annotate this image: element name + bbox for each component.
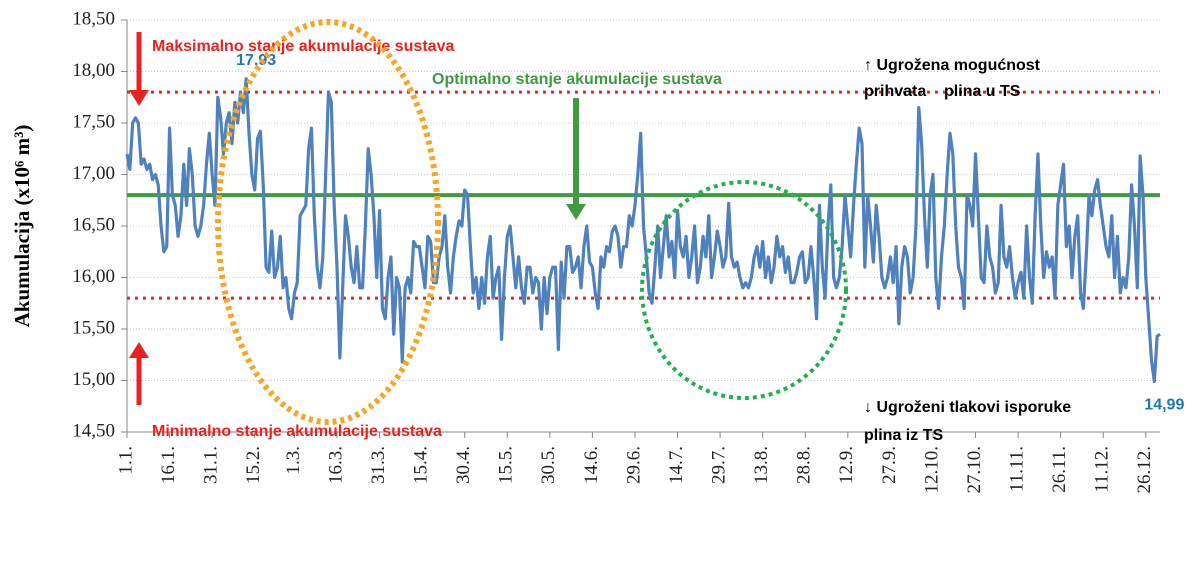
- arrow-head: [566, 204, 586, 220]
- x-tick-label: 11.12.: [1092, 446, 1113, 493]
- y-tick-label: 15,50: [72, 317, 115, 338]
- annotation: Optimalno stanje akumulacije sustava: [432, 71, 722, 88]
- annotation: ↓ Ugroženi tlakovi isporuke: [864, 399, 1071, 416]
- x-tick-label: 15.5.: [496, 446, 517, 484]
- x-tick-label: 26.11.: [1049, 446, 1070, 493]
- y-tick-label: 17,50: [72, 111, 115, 132]
- x-tick-label: 27.9.: [879, 446, 900, 484]
- x-tick-label: 28.8.: [794, 446, 815, 484]
- x-tick-label: 30.4.: [453, 446, 474, 484]
- arrow-head: [129, 90, 149, 106]
- x-tick-label: 30.5.: [538, 446, 559, 484]
- x-tick-label: 15.4.: [411, 446, 432, 484]
- decorations: [129, 19, 848, 425]
- x-tick-label: 16.1.: [158, 446, 179, 484]
- y-tick-label: 15,00: [72, 369, 115, 390]
- x-tick-label: 12.9.: [836, 446, 857, 484]
- x-tick-label: 16.3.: [325, 446, 346, 484]
- y-tick-label: 14,50: [72, 420, 115, 441]
- annotation: Maksimalno stanje akumulacije sustava: [152, 38, 454, 55]
- data-label: 14,99: [1144, 397, 1184, 414]
- annotation: prihvata plina u TS: [864, 83, 1021, 100]
- y-tick-label: 18,00: [72, 60, 115, 81]
- x-tick-label: 11.11.: [1006, 446, 1027, 492]
- x-tick-label: 1.3.: [283, 446, 304, 475]
- x-tick-label: 12.10.: [921, 446, 942, 494]
- y-tick-label: 16,50: [72, 214, 115, 235]
- x-tick-label: 14.7.: [666, 446, 687, 484]
- annotation: Minimalno stanje akumulacije sustava: [152, 423, 442, 440]
- highlight-ellipse: [640, 180, 848, 400]
- y-tick-label: 16,00: [72, 266, 115, 287]
- annotation: ↑ Ugrožena mogućnost: [864, 57, 1041, 74]
- highlight-ellipse: [215, 19, 441, 425]
- x-tick-label: 15.2.: [243, 446, 264, 484]
- x-tick-label: 31.1.: [200, 446, 221, 484]
- x-tick-label: 29.7.: [708, 446, 729, 484]
- annotation: plina iz TS: [864, 427, 943, 444]
- x-tick-label: 26.12.: [1134, 446, 1155, 494]
- x-tick-label: 13.8.: [751, 446, 772, 484]
- x-tick-label: 1.1.: [115, 446, 136, 475]
- arrow-head: [129, 342, 149, 358]
- data-line: [125, 77, 1161, 384]
- y-axis-title: Akumulacija (x10⁶ m³): [10, 125, 34, 328]
- y-tick-label: 17,00: [72, 163, 115, 184]
- y-tick-label: 18,50: [72, 8, 115, 29]
- x-tick-label: 27.10.: [964, 446, 985, 494]
- x-tick-label: 29.6.: [623, 446, 644, 484]
- x-tick-label: 14.6.: [581, 446, 602, 484]
- x-tick-label: 31.3.: [368, 446, 389, 484]
- plot: 14,50 15,00 15,50 16,00 16,50 17,00 17,50 18,00…: [72, 8, 1184, 493]
